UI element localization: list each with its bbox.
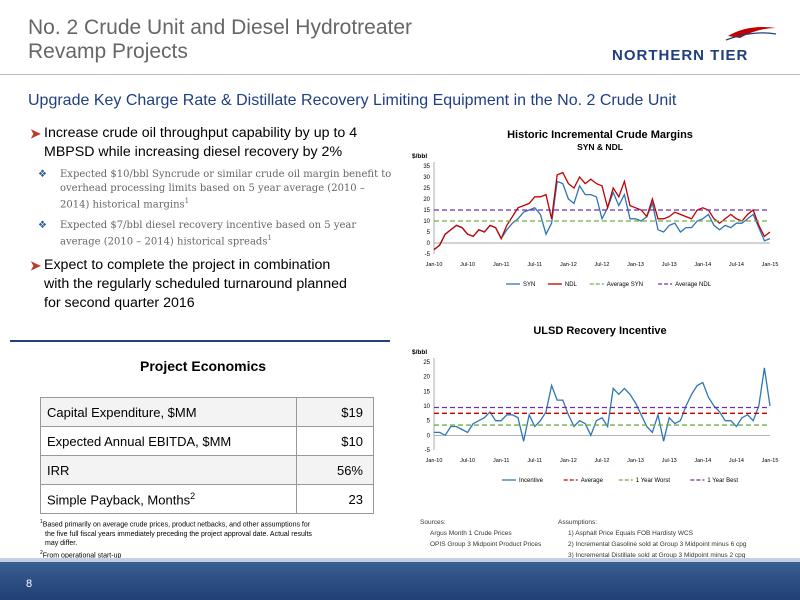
legend-label: Average NDL — [675, 282, 712, 288]
x-tick-label: Jul-13 — [662, 458, 677, 464]
x-tick-label: Jan-13 — [627, 458, 644, 464]
y-tick-label: 0 — [427, 433, 431, 439]
legend-label: 1 Year Best — [707, 478, 738, 484]
northern-tier-logo: NORTHERN TIER — [612, 27, 777, 64]
arrow-bullet-icon: ➤ — [30, 258, 41, 274]
footer-accent — [0, 558, 800, 562]
economics-title: Project Economics — [140, 358, 267, 374]
page-number: 8 — [26, 578, 33, 590]
sub-bullet-1: ❖ Expected $10/bbl Syncrude or similar c… — [38, 169, 392, 211]
legend-label: NDL — [565, 282, 578, 288]
y-tick-label: 20 — [423, 375, 430, 381]
ulsd-recovery-chart: ULSD Recovery Incentive $/bbl -5 0 5 10 15 20 25… — [412, 325, 779, 484]
diamond-bullet-icon: ❖ — [38, 219, 47, 231]
x-tick-label: Jan-12 — [560, 262, 577, 268]
y-axis-label: $/bbl — [412, 349, 427, 356]
diamond-bullet-icon: ❖ — [38, 169, 47, 180]
title-divider — [0, 74, 800, 75]
y-tick-label: 25 — [423, 186, 430, 192]
y-tick-label: 5 — [427, 419, 431, 425]
bullet-2: ➤ Expect to complete the project in comb… — [30, 257, 347, 312]
x-tick-label: Jul-14 — [729, 458, 744, 464]
section-divider — [10, 340, 390, 342]
logo-text: NORTHERN TIER — [612, 47, 748, 64]
x-tick-label: Jul-10 — [460, 262, 475, 268]
table-row: Expected Annual EBITDA, $MM $10 — [40, 426, 374, 456]
arrow-bullet-icon: ➤ — [30, 126, 41, 141]
footnotes: 1Based primarily on average crude prices… — [40, 519, 312, 560]
legend-label: 1 Year Worst — [636, 478, 671, 484]
y-tick-label: 35 — [423, 164, 430, 170]
chart-title: ULSD Recovery Incentive — [533, 325, 666, 337]
y-tick-label: 10 — [423, 404, 430, 410]
y-tick-label: 15 — [423, 389, 430, 395]
series-line-1 — [433, 171, 771, 251]
x-tick-label: Jan-13 — [627, 262, 644, 268]
sub-bullet-2: ❖ Expected $7/bbl diesel recovery incent… — [38, 219, 357, 248]
y-tick-label: -5 — [425, 448, 431, 454]
x-tick-label: Jul-12 — [595, 262, 610, 268]
economics-table: Capital Expenditure, $MM $19 Expected An… — [40, 397, 374, 514]
y-tick-label: 30 — [423, 175, 430, 181]
y-axis-label: $/bbl — [412, 153, 427, 160]
x-tick-label: Jul-13 — [662, 262, 677, 268]
series-line-0 — [433, 180, 771, 251]
y-tick-label: 25 — [423, 360, 430, 366]
page-title: No. 2 Crude Unit and Diesel Hydrotreater… — [28, 16, 412, 64]
chart-title: Historic Incremental Crude Margins — [507, 129, 693, 141]
x-tick-label: Jul-14 — [729, 262, 744, 268]
table-row: Simple Payback, Months2 23 — [40, 484, 374, 514]
x-tick-label: Jul-12 — [595, 458, 610, 464]
bullet-list: ➤ Increase crude oil throughput capabili… — [30, 124, 410, 319]
slide-subtitle: Upgrade Key Charge Rate & Distillate Rec… — [28, 92, 677, 109]
x-tick-label: Jan-10 — [426, 262, 443, 268]
x-tick-label: Jan-14 — [694, 458, 711, 464]
series-line-0 — [434, 367, 771, 442]
chart-subtitle: SYN & NDL — [577, 142, 623, 152]
x-tick-label: Jan-11 — [493, 458, 509, 464]
footer-bar — [0, 562, 800, 600]
y-tick-label: 15 — [423, 208, 430, 214]
table-row: IRR 56% — [40, 455, 374, 485]
x-tick-label: Jul-10 — [460, 458, 475, 464]
y-tick-label: 20 — [423, 197, 430, 203]
y-tick-label: -5 — [425, 252, 431, 258]
x-tick-label: Jan-12 — [560, 458, 577, 464]
title-line-2: Revamp Projects — [28, 40, 188, 63]
x-tick-label: Jan-10 — [426, 458, 443, 464]
y-tick-label: 5 — [427, 230, 431, 236]
legend-label: Average — [581, 478, 604, 484]
x-tick-label: Jan-15 — [762, 458, 779, 464]
legend-label: Average SYN — [607, 282, 643, 288]
x-tick-label: Jul-11 — [528, 458, 543, 464]
title-line-1: No. 2 Crude Unit and Diesel Hydrotreater — [28, 16, 413, 39]
bullet-1: ➤ Increase crude oil throughput capabili… — [30, 125, 358, 160]
y-tick-label: 10 — [423, 219, 430, 225]
x-tick-label: Jan-15 — [762, 262, 779, 268]
legend-label: Incentive — [519, 478, 544, 484]
x-tick-label: Jul-11 — [528, 262, 543, 268]
y-tick-label: 0 — [427, 241, 431, 247]
x-tick-label: Jan-11 — [493, 262, 509, 268]
legend-label: SYN — [523, 282, 535, 288]
table-row: Capital Expenditure, $MM $19 — [40, 397, 374, 427]
x-tick-label: Jan-14 — [694, 262, 711, 268]
